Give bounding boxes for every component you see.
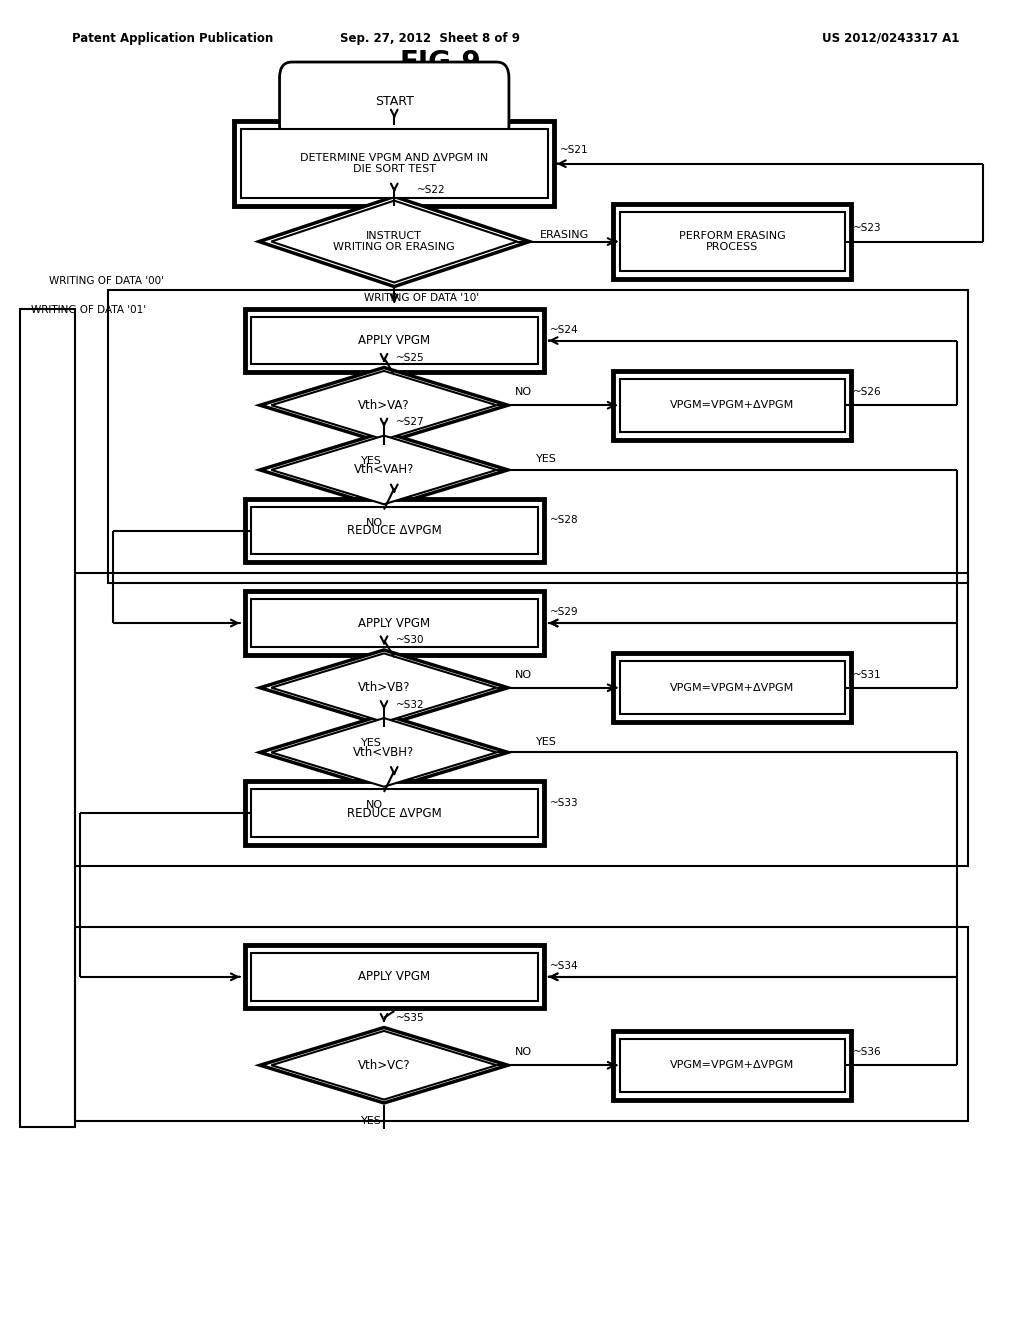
Bar (251, 507, 538, 554)
Polygon shape (260, 432, 508, 508)
Text: PERFORM ERASING
PROCESS: PERFORM ERASING PROCESS (679, 231, 785, 252)
Polygon shape (271, 1031, 497, 1100)
Polygon shape (271, 718, 497, 787)
Text: NO: NO (366, 800, 383, 810)
Bar (613, 1031, 851, 1100)
Text: ~S36: ~S36 (853, 1047, 882, 1057)
Bar (245, 945, 544, 1008)
Bar (75, 573, 968, 866)
Polygon shape (271, 653, 497, 722)
Text: ~S34: ~S34 (550, 961, 579, 972)
Text: ~S27: ~S27 (396, 417, 425, 428)
Polygon shape (260, 1027, 508, 1104)
Bar (613, 653, 851, 722)
Text: ~S23: ~S23 (853, 223, 882, 234)
Text: FIG.9: FIG.9 (399, 49, 481, 78)
Text: NO: NO (366, 517, 383, 528)
Text: YES: YES (536, 737, 556, 747)
Text: ~S29: ~S29 (550, 607, 579, 618)
Bar (245, 781, 544, 845)
FancyBboxPatch shape (280, 62, 509, 141)
Text: ~S21: ~S21 (560, 145, 589, 156)
Text: ~S28: ~S28 (550, 515, 579, 525)
Text: NO: NO (515, 387, 532, 397)
Text: Vth>VB?: Vth>VB? (357, 681, 411, 694)
Text: ~S35: ~S35 (396, 1012, 425, 1023)
Bar (241, 129, 548, 198)
Text: APPLY VPGM: APPLY VPGM (358, 334, 430, 347)
Text: APPLY VPGM: APPLY VPGM (358, 970, 430, 983)
Bar (245, 591, 544, 655)
Bar (613, 205, 851, 280)
Bar (620, 661, 845, 714)
Text: ~S25: ~S25 (396, 352, 425, 363)
Bar (245, 309, 544, 372)
Bar (251, 953, 538, 1001)
Bar (620, 379, 845, 432)
Text: WRITING OF DATA '10': WRITING OF DATA '10' (364, 293, 478, 304)
Text: Patent Application Publication: Patent Application Publication (72, 32, 273, 45)
Text: Vth<VAH?: Vth<VAH? (354, 463, 414, 477)
Polygon shape (271, 371, 497, 440)
Text: DETERMINE VPGM AND ΔVPGM IN
DIE SORT TEST: DETERMINE VPGM AND ΔVPGM IN DIE SORT TES… (300, 153, 488, 174)
Bar (234, 121, 554, 206)
Text: ~S22: ~S22 (417, 185, 445, 195)
Text: ~S31: ~S31 (853, 669, 882, 680)
Text: ~S33: ~S33 (550, 797, 579, 808)
Text: YES: YES (361, 738, 382, 748)
Polygon shape (271, 436, 497, 504)
Text: Vth>VA?: Vth>VA? (358, 399, 410, 412)
Text: ~S26: ~S26 (853, 387, 882, 397)
Text: NO: NO (515, 669, 532, 680)
Polygon shape (259, 197, 529, 286)
Text: ~S24: ~S24 (550, 325, 579, 335)
Text: WRITING OF DATA '00': WRITING OF DATA '00' (49, 276, 164, 286)
Text: YES: YES (536, 454, 556, 465)
Text: VPGM=VPGM+ΔVPGM: VPGM=VPGM+ΔVPGM (670, 682, 795, 693)
Polygon shape (260, 714, 508, 791)
Text: ~S32: ~S32 (396, 700, 425, 710)
Text: ~S30: ~S30 (396, 635, 425, 645)
Bar (20, 309, 75, 1127)
Polygon shape (260, 367, 508, 444)
Bar (245, 499, 544, 562)
Polygon shape (260, 649, 508, 726)
Text: REDUCE ΔVPGM: REDUCE ΔVPGM (347, 807, 441, 820)
Text: START: START (375, 95, 414, 108)
Text: INSTRUCT
WRITING OR ERASING: INSTRUCT WRITING OR ERASING (334, 231, 455, 252)
Text: YES: YES (361, 455, 382, 466)
Polygon shape (271, 201, 517, 282)
Bar (251, 317, 538, 364)
Text: YES: YES (361, 1115, 382, 1126)
Text: Vth>VC?: Vth>VC? (357, 1059, 411, 1072)
Bar (108, 290, 968, 583)
Text: Vth<VBH?: Vth<VBH? (353, 746, 415, 759)
Text: NO: NO (515, 1047, 532, 1057)
Bar (620, 1039, 845, 1092)
Text: VPGM=VPGM+ΔVPGM: VPGM=VPGM+ΔVPGM (670, 400, 795, 411)
Bar (251, 789, 538, 837)
Text: WRITING OF DATA '01': WRITING OF DATA '01' (31, 305, 145, 315)
Text: US 2012/0243317 A1: US 2012/0243317 A1 (822, 32, 959, 45)
Bar (75, 927, 968, 1121)
Bar (251, 599, 538, 647)
Text: VPGM=VPGM+ΔVPGM: VPGM=VPGM+ΔVPGM (670, 1060, 795, 1071)
Text: REDUCE ΔVPGM: REDUCE ΔVPGM (347, 524, 441, 537)
Bar (620, 211, 845, 272)
Bar (613, 371, 851, 440)
Text: Sep. 27, 2012  Sheet 8 of 9: Sep. 27, 2012 Sheet 8 of 9 (340, 32, 520, 45)
Text: APPLY VPGM: APPLY VPGM (358, 616, 430, 630)
Text: ERASING: ERASING (540, 230, 589, 240)
